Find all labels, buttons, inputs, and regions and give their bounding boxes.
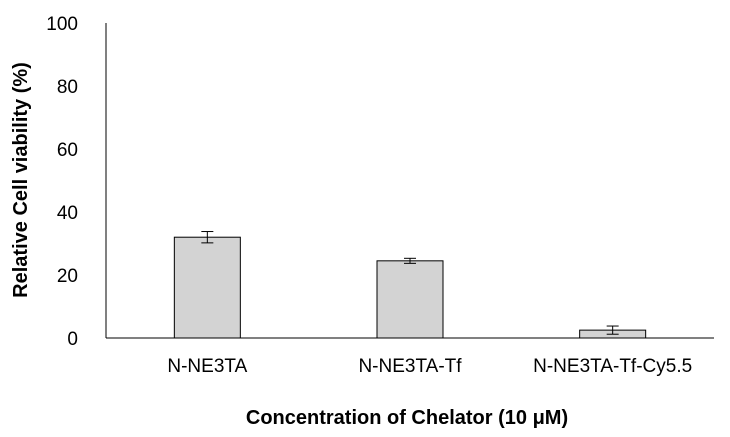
y-tick-label: 100 bbox=[46, 14, 78, 35]
y-tick-label: 0 bbox=[67, 329, 78, 350]
y-axis-ticks: 0 20 40 60 80 100 bbox=[46, 14, 78, 350]
error-bar bbox=[606, 325, 619, 335]
error-bars bbox=[201, 231, 619, 335]
x-tick-label: N-NE3TA bbox=[167, 356, 247, 377]
y-tick-label: 60 bbox=[57, 140, 78, 161]
y-axis-title: Relative Cell viability (%) bbox=[10, 62, 32, 298]
y-tick-label: 40 bbox=[57, 203, 78, 224]
y-tick-label: 80 bbox=[57, 77, 78, 98]
y-tick-label: 20 bbox=[57, 266, 78, 287]
error-bar bbox=[201, 231, 214, 244]
x-axis-tick-labels: N-NE3TA N-NE3TA-Tf N-NE3TA-Tf-Cy5.5 bbox=[167, 356, 692, 377]
bar bbox=[376, 260, 444, 339]
x-tick-label: N-NE3TA-Tf-Cy5.5 bbox=[533, 356, 692, 377]
error-bar bbox=[404, 257, 416, 264]
bars bbox=[173, 236, 647, 339]
x-tick-label: N-NE3TA-Tf bbox=[358, 356, 462, 377]
bar bbox=[173, 236, 241, 339]
x-axis-title: Concentration of Chelator (10 μM) bbox=[246, 407, 568, 429]
